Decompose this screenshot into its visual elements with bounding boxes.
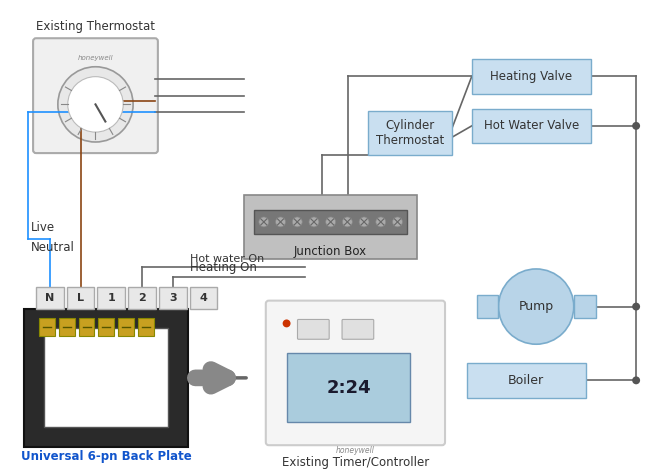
Text: Cylinder
Thermostat: Cylinder Thermostat — [376, 119, 444, 147]
Circle shape — [276, 217, 285, 227]
Circle shape — [292, 217, 302, 227]
FancyBboxPatch shape — [190, 287, 217, 309]
FancyBboxPatch shape — [98, 287, 125, 309]
Text: Neutral: Neutral — [31, 241, 75, 254]
Text: Live: Live — [31, 221, 55, 234]
Circle shape — [359, 217, 369, 227]
Text: Heating Valve: Heating Valve — [490, 70, 572, 83]
FancyBboxPatch shape — [574, 295, 595, 319]
Text: Pump: Pump — [519, 300, 554, 313]
Text: N: N — [46, 292, 55, 303]
FancyBboxPatch shape — [128, 287, 156, 309]
FancyBboxPatch shape — [472, 59, 591, 94]
FancyBboxPatch shape — [138, 319, 154, 336]
Text: 2:24: 2:24 — [326, 379, 370, 397]
Text: L: L — [77, 292, 84, 303]
Text: Junction Box: Junction Box — [294, 245, 367, 258]
FancyBboxPatch shape — [24, 309, 188, 447]
FancyBboxPatch shape — [44, 328, 168, 428]
Text: Boiler: Boiler — [508, 374, 544, 387]
FancyBboxPatch shape — [342, 319, 374, 339]
Text: honeywell: honeywell — [336, 446, 375, 455]
Text: Heating On: Heating On — [190, 261, 257, 274]
Circle shape — [632, 376, 640, 384]
FancyBboxPatch shape — [159, 287, 187, 309]
FancyBboxPatch shape — [287, 353, 410, 422]
Circle shape — [499, 269, 574, 344]
Text: Hot Water Valve: Hot Water Valve — [484, 119, 578, 132]
Text: 4: 4 — [200, 292, 207, 303]
FancyBboxPatch shape — [298, 319, 329, 339]
Circle shape — [259, 217, 268, 227]
Text: Existing Timer/Controller: Existing Timer/Controller — [282, 456, 429, 469]
FancyBboxPatch shape — [368, 110, 452, 155]
FancyBboxPatch shape — [39, 319, 55, 336]
Text: Universal 6-pn Back Plate: Universal 6-pn Back Plate — [21, 450, 191, 463]
Circle shape — [632, 302, 640, 310]
FancyBboxPatch shape — [79, 319, 94, 336]
FancyBboxPatch shape — [118, 319, 134, 336]
Circle shape — [376, 217, 385, 227]
FancyBboxPatch shape — [33, 38, 158, 153]
FancyBboxPatch shape — [67, 287, 94, 309]
Circle shape — [343, 217, 352, 227]
Text: 1: 1 — [107, 292, 115, 303]
FancyBboxPatch shape — [59, 319, 75, 336]
FancyBboxPatch shape — [467, 363, 586, 398]
Text: honeywell: honeywell — [77, 55, 113, 61]
Text: Hot water On: Hot water On — [190, 254, 264, 264]
FancyBboxPatch shape — [36, 287, 64, 309]
Circle shape — [393, 217, 402, 227]
Text: Existing Thermostat: Existing Thermostat — [36, 20, 155, 33]
FancyBboxPatch shape — [244, 195, 417, 259]
FancyBboxPatch shape — [266, 301, 445, 445]
Circle shape — [326, 217, 335, 227]
FancyBboxPatch shape — [98, 319, 114, 336]
Text: 3: 3 — [169, 292, 177, 303]
FancyBboxPatch shape — [476, 295, 499, 319]
Circle shape — [632, 122, 640, 130]
Circle shape — [283, 319, 291, 328]
FancyBboxPatch shape — [254, 210, 408, 234]
Circle shape — [68, 77, 124, 132]
Circle shape — [58, 67, 133, 142]
Text: 2: 2 — [138, 292, 146, 303]
Circle shape — [309, 217, 319, 227]
FancyBboxPatch shape — [472, 109, 591, 143]
